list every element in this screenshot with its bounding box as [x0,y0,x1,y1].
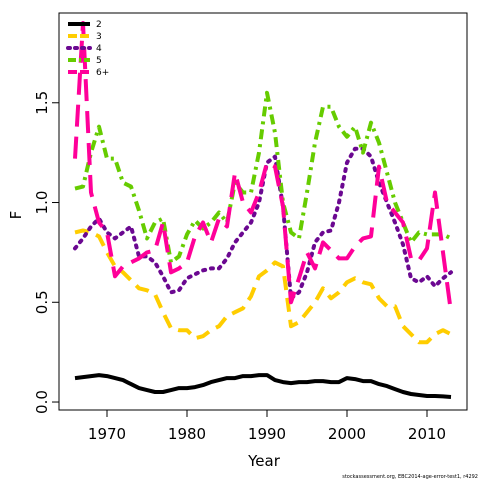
y-axis: 0.0 0.5 1.0 1.5 [33,91,59,414]
x-tick-label: 1980 [168,425,206,443]
legend-label: 5 [96,56,102,66]
series-line-6plus [73,21,453,313]
legend-label: 4 [96,44,102,54]
plot-frame [58,12,468,411]
legend: 2 3 4 5 6+ [66,20,109,78]
series-layer [73,21,453,399]
series-line-5 [74,90,452,265]
y-tick-label: 1.0 [33,191,51,215]
x-tick-label: 2010 [408,425,446,443]
series-line-2 [74,373,452,399]
legend-label: 2 [96,20,102,30]
credit-text: stockassessment.org, EBC2014-age-error-t… [342,474,478,480]
y-tick-label: 0.5 [33,290,51,314]
x-tick-label: 1990 [248,425,286,443]
series-line-3 [74,228,452,345]
x-tick-label: 1970 [88,425,126,443]
x-axis-title: Year [247,452,281,470]
x-axis: 1970 1980 1990 2000 2010 [88,410,446,443]
y-axis-title: F [7,211,25,220]
y-tick-label: 0.0 [33,390,51,414]
x-tick-label: 2000 [328,425,366,443]
legend-label: 6+ [96,68,109,78]
y-tick-label: 1.5 [33,91,51,115]
legend-label: 3 [96,32,102,42]
